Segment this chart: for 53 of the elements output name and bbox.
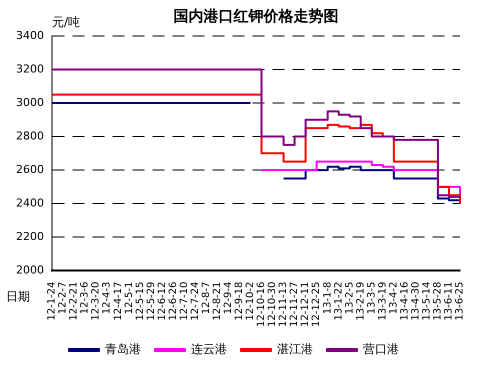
y-tick-label: 2800 xyxy=(16,129,44,142)
x-tick-label: 12-8-21 xyxy=(212,282,223,321)
y-tick-label: 2000 xyxy=(16,263,44,276)
x-tick-label: 13-2-19 xyxy=(355,282,366,321)
x-tick-label: 13-4-2 xyxy=(388,282,400,314)
legend-label: 青岛港 xyxy=(105,342,141,356)
x-tick-label: 12-4-3 xyxy=(102,282,113,314)
x-tick-label: 12-11-13 xyxy=(278,282,290,327)
y-tick-label: 2200 xyxy=(16,230,44,243)
x-tick-label: 12-2-21 xyxy=(68,282,80,321)
x-tick-label: 13-2-5 xyxy=(344,282,356,314)
x-tick-label: 12-9-4 xyxy=(223,282,234,314)
y-tick-label: 2600 xyxy=(16,162,44,176)
x-tick-label: 12-10-2 xyxy=(245,282,256,321)
x-tick-label: 12-4-17 xyxy=(112,282,124,321)
x-axis-title: 日期 xyxy=(6,290,30,304)
chart-title: 国内港口红钾价格走势图 xyxy=(173,6,338,25)
y-tick-label: 3000 xyxy=(16,96,44,109)
y-tick-label: 3400 xyxy=(16,28,44,42)
x-tick-label: 13-6-25 xyxy=(454,282,466,321)
x-tick-label: 12-10-16 xyxy=(256,282,268,327)
x-tick-label: 13-6-11 xyxy=(444,282,455,321)
x-tick-label: 13-1-8 xyxy=(322,282,334,314)
x-tick-label: 13-4-16 xyxy=(399,282,410,321)
x-tick-label: 12-7-24 xyxy=(190,282,201,321)
x-tick-label: 12-7-10 xyxy=(178,282,190,321)
x-tick-label: 12-10-30 xyxy=(267,282,278,327)
legend-label: 湛江港 xyxy=(277,342,313,356)
x-tick-label: 12-5-29 xyxy=(146,282,157,321)
y-axis-title: 元/吨 xyxy=(52,15,80,30)
x-tick-label: 13-3-19 xyxy=(377,282,388,321)
x-tick-label: 13-5-14 xyxy=(422,282,433,321)
x-tick-label: 12-3-6 xyxy=(80,282,91,314)
x-tick-label: 12-5-1 xyxy=(124,282,135,314)
x-tick-label: 13-4-30 xyxy=(410,282,422,321)
x-tick-label: 12-3-20 xyxy=(90,282,102,321)
x-tick-label: 12-2-7 xyxy=(58,282,69,314)
y-tick-label: 3200 xyxy=(16,62,44,76)
legend-label: 连云港 xyxy=(191,342,227,356)
x-tick-label: 12-12-11 xyxy=(300,282,312,327)
x-tick-label: 12-9-18 xyxy=(234,282,246,321)
x-tick-label: 12-8-7 xyxy=(200,282,212,314)
x-tick-label: 12-12-25 xyxy=(311,282,322,327)
x-tick-label: 13-1-22 xyxy=(333,282,344,321)
x-tick-label: 12-6-12 xyxy=(156,282,168,321)
y-tick-label: 2400 xyxy=(16,196,44,210)
x-tick-label: 13-5-28 xyxy=(432,282,444,321)
legend-label: 营口港 xyxy=(363,342,399,356)
x-tick-label: 12-1-24 xyxy=(46,282,58,321)
x-tick-label: 12-11-27 xyxy=(289,282,300,327)
x-tick-label: 12-5-15 xyxy=(134,282,146,321)
x-tick-label: 12-6-26 xyxy=(168,282,179,321)
x-tick-label: 13-3-5 xyxy=(366,282,378,314)
